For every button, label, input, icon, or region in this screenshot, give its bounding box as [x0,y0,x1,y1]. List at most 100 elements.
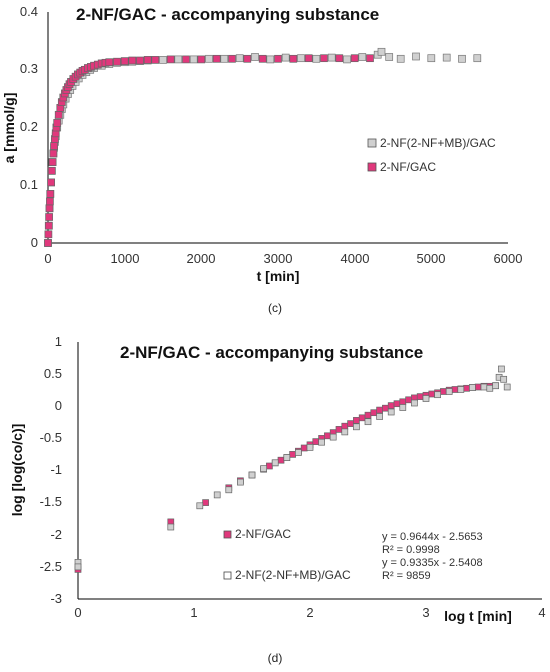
data-point-2-nf-gac [49,149,58,158]
data-point-2-nf-gac [53,119,62,127]
data-point-2-nf-2-nf-mb-gac [266,55,275,64]
data-point-2-nf-2-nf-mb-gac [318,438,325,446]
x-tick-label: 1 [190,605,197,620]
data-point-2-nf-2-nf-mb-gac [377,47,386,56]
data-point-2-nf-gac [289,451,296,458]
chart-panel-d: 1 0.5 0 -0.5 -1 -1.5 -2 -2.5 -3 0 1 2 3 … [9,334,546,665]
data-point-2-nf-2-nf-mb-gac [399,404,407,411]
data-point-2-nf-2-nf-mb-gac [213,491,221,499]
data-point-2-nf-gac [50,142,58,150]
data-point-2-nf-2-nf-mb-gac [396,54,405,63]
x-tick-label: 5000 [417,251,446,266]
data-point-2-nf-gac [228,54,236,63]
data-point-2-nf-gac [120,57,129,65]
data-point-2-nf-gac [289,54,298,63]
x-tick-label: 2 [306,605,313,620]
data-point-2-nf-2-nf-mb-gac [469,384,476,391]
y-tick-label: 0.5 [44,366,62,381]
data-point-2-nf-2-nf-mb-gac [295,449,302,456]
x-tick-label: 3 [422,605,429,620]
data-point-2-nf-gac [474,383,482,391]
data-point-2-nf-gac [312,438,320,445]
data-point-2-nf-gac [151,56,160,64]
data-point-2-nf-2-nf-mb-gac [306,444,314,451]
data-point-2-nf-gac [128,56,137,65]
chart-panel-c: 0 0.1 0.2 0.3 0.4 0 1000 2000 3000 4000 … [1,4,522,315]
y-tick-labels: 0 0.1 0.2 0.3 0.4 [20,4,38,250]
data-point-2-nf-2-nf-mb-gac [341,428,349,436]
legend: 2-NF(2-NF+MB)/GAC 2-NF/GAC [367,136,496,174]
data-point-2-nf-gac [243,54,252,63]
data-point-2-nf-gac [405,396,412,404]
regression-equations: y = 0.9644x - 2.5653 R² = 0.9998 y = 0.9… [382,531,483,582]
y-tick-label: 0.1 [20,177,38,192]
data-point-2-nf-2-nf-mb-gac [427,54,436,63]
data-point-2-nf-2-nf-mb-gac [281,53,290,62]
data-point-2-nf-2-nf-mb-gac [364,418,372,426]
chart-title: 2-NF/GAC - accompanying substance [120,343,423,362]
data-point-2-nf-gac [197,55,206,64]
data-point-2-nf-2-nf-mb-gac [503,383,511,391]
y-tick-label: -3 [50,591,62,606]
data-point-2-nf-gac [358,414,366,422]
data-point-2-nf-2-nf-mb-gac [387,408,395,416]
legend-label-mixture: 2-NF(2-NF+MB)/GAC [235,568,351,582]
y-tick-labels: 1 0.5 0 -0.5 -1 -1.5 -2 -2.5 -3 [40,334,62,606]
y-tick-label: 0.3 [20,61,38,76]
data-point-2-nf-gac [324,432,331,440]
legend-marker-mixture [223,571,232,580]
x-tick-label: 0 [74,605,81,620]
data-point-2-nf-gac [393,400,401,408]
data-point-2-nf-2-nf-mb-gac [442,53,451,62]
legend: 2-NF/GAC 2-NF(2-NF+MB)/GAC [223,527,351,582]
data-point-2-nf-gac [451,386,459,393]
data-point-2-nf-2-nf-mb-gac [235,54,244,63]
data-point-2-nf-gac [320,54,328,63]
legend-label-single: 2-NF/GAC [235,527,291,541]
data-point-2-nf-gac [416,393,424,400]
data-point-2-nf-gac [364,411,372,419]
x-tick-label: 4000 [341,251,370,266]
data-point-2-nf-gac [370,409,378,417]
data-point-2-nf-gac [304,54,313,63]
data-point-2-nf-gac [44,221,53,230]
data-point-2-nf-gac [399,398,407,406]
data-point-2-nf-2-nf-mb-gac [343,55,351,64]
data-point-2-nf-gac [47,166,56,175]
data-point-2-nf-2-nf-mb-gac [205,54,213,63]
data-point-2-nf-gac [48,158,57,166]
data-point-2-nf-gac [143,56,152,64]
plot-area [44,47,482,247]
data-point-2-nf-2-nf-mb-gac [385,53,394,61]
data-point-2-nf-gac [44,239,52,247]
data-point-2-nf-2-nf-mb-gac [220,54,229,63]
regression-equation: y = 0.9644x - 2.5653 [382,531,483,543]
regression-equation: y = 0.9335x - 2.5408 [382,557,483,569]
x-tick-label: 1000 [111,251,140,266]
data-point-2-nf-gac [258,54,267,63]
data-point-2-nf-2-nf-mb-gac [329,433,337,441]
data-point-2-nf-gac [350,54,359,63]
data-point-2-nf-2-nf-mb-gac [457,386,465,393]
r-squared: R² = 0.9998 [382,544,440,556]
data-point-2-nf-2-nf-mb-gac [458,54,466,63]
x-tick-label: 0 [44,251,51,266]
legend-marker-mixture [367,138,377,148]
y-tick-label: -1 [50,462,62,477]
data-point-2-nf-gac [136,56,144,65]
data-point-2-nf-2-nf-mb-gac [74,563,82,571]
data-point-2-nf-2-nf-mb-gac [312,54,321,63]
data-point-2-nf-gac [347,420,354,427]
data-point-2-nf-gac [46,190,55,198]
data-point-2-nf-gac [387,402,395,409]
data-point-2-nf-2-nf-mb-gac [434,391,441,399]
data-point-2-nf-2-nf-mb-gac [422,395,430,402]
r-squared: R² = 9859 [382,570,431,582]
y-tick-label: -1.5 [40,494,62,509]
data-point-2-nf-gac [202,499,209,506]
y-axis-title: log [log(co/c)] [9,424,25,517]
data-point-2-nf-gac [440,388,447,395]
y-tick-label: -0.5 [40,430,62,445]
data-point-2-nf-gac [463,384,470,392]
data-point-2-nf-gac [113,57,121,66]
